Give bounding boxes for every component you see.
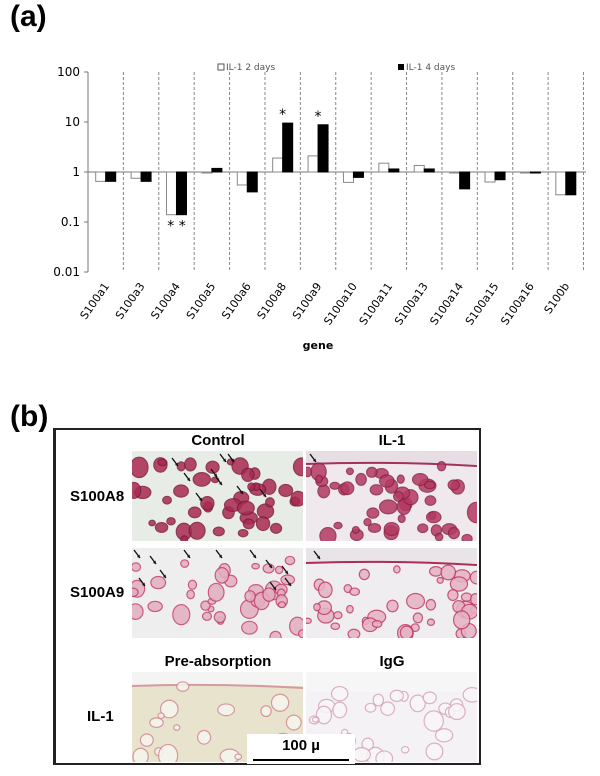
x-tick-label: S100a6	[219, 280, 254, 322]
bar-4days	[352, 171, 364, 178]
significance-marker: *	[315, 109, 322, 125]
row-label-s100a8: S100A8	[70, 488, 125, 505]
panel-a-label: (a)	[10, 0, 47, 33]
bar-2days	[307, 155, 319, 173]
legend-label-4days: IL-1 4 days	[406, 63, 455, 73]
bar-2days	[236, 171, 248, 186]
significance-marker: * *	[167, 219, 185, 235]
legend-label-2days: IL-1 2 days	[226, 63, 275, 73]
bar-2days	[165, 171, 177, 216]
x-axis-label: gene	[303, 339, 334, 352]
y-tick-label: 1	[72, 165, 80, 179]
column-title-il1: IL-1	[378, 432, 406, 449]
panel-b-label: (b)	[10, 400, 49, 433]
bar-2days	[449, 171, 461, 174]
bar-4days	[388, 168, 400, 173]
scale-bar: 100 µ	[247, 734, 355, 764]
x-tick-label: S100a10	[321, 280, 360, 327]
micrograph-panel-frame	[53, 428, 481, 765]
micrograph-control-s100a8	[132, 451, 303, 541]
scale-bar-label: 100 µ	[282, 737, 320, 754]
bar-4days	[565, 171, 577, 196]
micrograph-il1-s100a9	[306, 548, 477, 638]
x-tick-label: S100a11	[357, 280, 396, 327]
bar-4days	[105, 171, 117, 182]
column-title-igg: IgG	[379, 653, 405, 670]
bar-2days	[519, 171, 531, 174]
bar-4days	[317, 124, 329, 173]
micrograph-il1-s100a8	[306, 451, 477, 541]
bar-4days	[459, 171, 471, 190]
x-tick-label: S100a5	[184, 280, 219, 322]
x-tick-label: S100b	[542, 280, 573, 316]
x-tick-label: S100a13	[392, 280, 431, 327]
bar-2days	[484, 171, 496, 183]
bar-4days	[494, 171, 506, 181]
legend-swatch-4days	[398, 64, 404, 70]
bar-2days	[342, 171, 354, 183]
bar-2days	[95, 171, 107, 182]
y-tick-label: 100	[57, 65, 80, 79]
micrograph-control-s100a9	[132, 548, 303, 638]
x-tick-label: S100a16	[498, 280, 537, 327]
column-title-control: Control	[191, 432, 245, 449]
x-tick-label: S100a1	[78, 280, 113, 322]
bar-2days	[378, 162, 390, 173]
y-tick-label: 10	[65, 115, 80, 129]
x-tick-label: S100a14	[427, 280, 466, 327]
x-tick-label: S100a3	[113, 280, 148, 322]
x-tick-label: S100a8	[255, 280, 290, 322]
bar-2days	[413, 164, 425, 173]
bar-4days	[246, 171, 258, 193]
y-tick-label: 0.1	[61, 215, 80, 229]
legend-swatch-2days	[217, 63, 225, 71]
y-tick-label: 0.01	[53, 265, 80, 279]
x-tick-label: S100a9	[290, 280, 325, 322]
x-tick-label: S100a4	[148, 280, 183, 322]
x-tick-label: S100a15	[463, 280, 502, 327]
bar-4days	[423, 168, 435, 173]
scale-bar-line	[253, 759, 349, 761]
bar-4days	[282, 122, 294, 173]
bar-4days	[175, 171, 187, 216]
row-label-s100a9: S100A9	[70, 584, 125, 601]
bar-2days	[555, 171, 567, 196]
bar-2days	[130, 171, 142, 179]
bar-4days	[529, 171, 541, 174]
bar-4days	[211, 167, 223, 173]
bar-2days	[201, 171, 213, 174]
row-label-il1: IL-1	[87, 708, 114, 725]
significance-marker: *	[279, 107, 286, 123]
bar-4days	[140, 171, 152, 182]
bar-2days	[272, 157, 284, 173]
column-title-preabsorption: Pre-absorption	[164, 653, 272, 670]
